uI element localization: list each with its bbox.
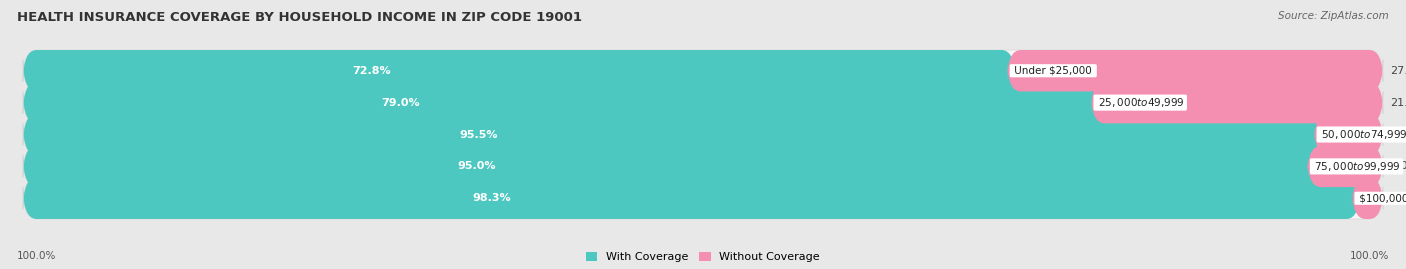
FancyBboxPatch shape [22, 146, 1316, 187]
FancyBboxPatch shape [22, 178, 1360, 219]
FancyBboxPatch shape [22, 146, 1384, 187]
Text: Under $25,000: Under $25,000 [1011, 66, 1095, 76]
FancyBboxPatch shape [1091, 82, 1384, 123]
FancyBboxPatch shape [1353, 178, 1384, 219]
FancyBboxPatch shape [22, 82, 1099, 123]
FancyBboxPatch shape [1007, 50, 1384, 91]
Text: 21.0%: 21.0% [1389, 98, 1406, 108]
FancyBboxPatch shape [22, 50, 1015, 91]
Text: 79.0%: 79.0% [381, 98, 420, 108]
Text: Source: ZipAtlas.com: Source: ZipAtlas.com [1278, 11, 1389, 21]
Text: 4.5%: 4.5% [1389, 129, 1406, 140]
Text: 95.0%: 95.0% [457, 161, 496, 171]
Text: 1.7%: 1.7% [1389, 193, 1406, 203]
FancyBboxPatch shape [22, 114, 1384, 155]
Text: $50,000 to $74,999: $50,000 to $74,999 [1319, 128, 1406, 141]
Text: 27.2%: 27.2% [1389, 66, 1406, 76]
FancyBboxPatch shape [22, 82, 1384, 123]
Text: 100.0%: 100.0% [1350, 251, 1389, 261]
FancyBboxPatch shape [22, 178, 1384, 219]
Text: 72.8%: 72.8% [352, 66, 391, 76]
Text: $25,000 to $49,999: $25,000 to $49,999 [1095, 96, 1185, 109]
Text: $100,000 and over: $100,000 and over [1355, 193, 1406, 203]
FancyBboxPatch shape [1308, 146, 1384, 187]
Text: $75,000 to $99,999: $75,000 to $99,999 [1312, 160, 1402, 173]
FancyBboxPatch shape [1315, 114, 1384, 155]
Legend: With Coverage, Without Coverage: With Coverage, Without Coverage [582, 247, 824, 267]
FancyBboxPatch shape [22, 114, 1322, 155]
Text: 5.0%: 5.0% [1389, 161, 1406, 171]
Text: 100.0%: 100.0% [17, 251, 56, 261]
Text: 98.3%: 98.3% [472, 193, 512, 203]
FancyBboxPatch shape [22, 50, 1384, 91]
Text: HEALTH INSURANCE COVERAGE BY HOUSEHOLD INCOME IN ZIP CODE 19001: HEALTH INSURANCE COVERAGE BY HOUSEHOLD I… [17, 11, 582, 24]
Text: 95.5%: 95.5% [460, 129, 498, 140]
